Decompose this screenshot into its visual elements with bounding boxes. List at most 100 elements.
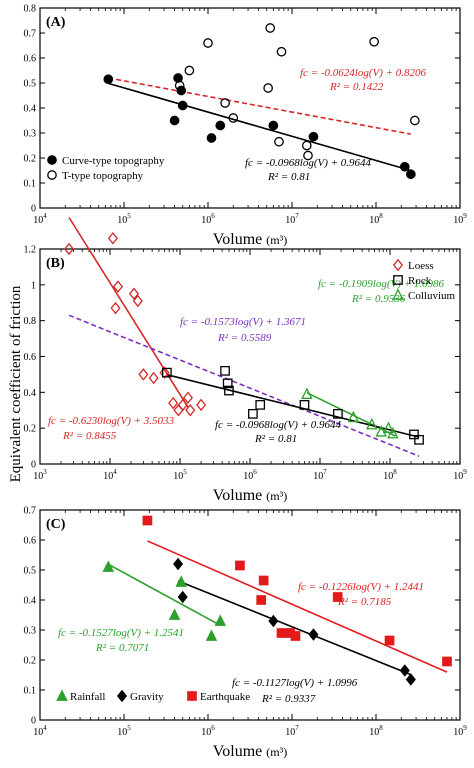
x-tick-label: 105 — [173, 468, 187, 482]
data-point — [168, 608, 181, 620]
panel-label: (C) — [46, 517, 66, 532]
legend-marker — [47, 155, 57, 165]
x-axis-label: Volume (m³) — [213, 487, 287, 504]
x-tick-label: 103 — [33, 468, 47, 482]
data-point — [384, 635, 395, 646]
data-point — [173, 404, 184, 417]
x-tick-label: 105 — [117, 212, 131, 226]
fit-line — [147, 540, 448, 673]
data-point — [142, 515, 153, 526]
legend-label: Colluvium — [408, 290, 456, 302]
fit-line — [177, 580, 412, 676]
data-point — [301, 387, 313, 399]
y-tick-label: 0.4 — [24, 104, 37, 115]
data-point — [103, 74, 114, 85]
y-tick-label: 0.4 — [24, 596, 37, 607]
fit-r-squared: R² = 0.8455 — [62, 430, 117, 442]
data-point — [220, 365, 230, 376]
data-point — [205, 629, 218, 641]
x-tick-label: 104 — [33, 212, 47, 226]
data-point — [308, 131, 319, 142]
y-tick-label: 0 — [31, 204, 36, 215]
data-point — [303, 150, 313, 161]
fit-line — [107, 563, 221, 627]
fit-line — [108, 82, 412, 172]
fit-r-squared: R² = 0.7071 — [95, 642, 149, 654]
legend-label: Curve-type topography — [62, 155, 165, 167]
y-tick-label: 0.6 — [24, 54, 37, 65]
fit-r-squared: R² = 0.81 — [254, 433, 297, 445]
data-point — [177, 100, 188, 111]
x-tick-label: 106 — [201, 724, 215, 738]
data-point — [263, 83, 273, 93]
data-point — [214, 614, 227, 626]
data-point — [308, 628, 319, 641]
data-point — [268, 120, 279, 131]
y-tick-label: 0.2 — [24, 424, 37, 435]
data-point — [138, 368, 149, 381]
data-point — [387, 426, 399, 439]
x-tick-label: 109 — [453, 468, 467, 482]
data-point — [228, 113, 239, 123]
data-point — [132, 294, 143, 308]
data-point — [173, 73, 183, 83]
data-point — [409, 115, 420, 126]
data-point — [177, 398, 188, 412]
legend-marker — [187, 691, 197, 701]
x-tick-label: 107 — [313, 468, 327, 482]
data-point — [224, 385, 234, 396]
legend-label: Rock — [408, 275, 432, 287]
data-point — [235, 560, 245, 571]
y-tick-label: 0.4 — [24, 388, 37, 399]
x-tick-label: 106 — [201, 212, 215, 226]
data-point — [274, 136, 284, 147]
y-tick-label: 0.2 — [24, 656, 37, 667]
plot-frame — [39, 509, 461, 721]
panel-label: (B) — [46, 256, 65, 271]
data-point — [405, 673, 416, 686]
y-tick-label: 0.5 — [24, 566, 37, 577]
y-tick-label: 0.7 — [24, 506, 37, 517]
data-point — [332, 592, 343, 602]
panel-c: 0 0.1 0.2 0.3 0.4 0.5 0.6 0.7 104 105 106 107 108 109… — [24, 506, 468, 761]
x-tick-label: 108 — [383, 468, 397, 482]
data-point — [159, 366, 170, 379]
fit-equation: fc = -0.1573log(V) + 1.3671 — [180, 316, 306, 328]
data-point — [185, 404, 196, 417]
fit-equation: fc = -0.1127log(V) + 1.0996 — [232, 677, 358, 689]
legend-marker — [116, 689, 128, 703]
fit-line — [166, 373, 420, 438]
data-point — [442, 656, 452, 667]
data-point — [366, 417, 378, 430]
data-point — [215, 120, 226, 131]
data-point — [222, 378, 233, 389]
data-point — [112, 280, 124, 293]
panel-b: 0 0.2 0.4 0.6 0.8 1 1.2 103 104 105 106 107 108 109 Vo… — [24, 217, 467, 504]
x-axis-label: Volume (m³) — [213, 231, 287, 248]
legend-label: T-type topography — [62, 170, 144, 182]
data-point — [220, 98, 230, 108]
y-tick-label: 0.5 — [24, 79, 37, 90]
fit-line — [68, 314, 420, 457]
fit-r-squared: R² = 0.81 — [267, 171, 310, 183]
data-point — [176, 85, 187, 96]
data-point — [196, 398, 207, 412]
fit-equation: fc = -0.6230log(V) + 3.5033 — [48, 415, 175, 427]
y-tick-label: 0.8 — [24, 316, 37, 327]
y-tick-label: 0.3 — [24, 129, 37, 140]
y-tick-label: 1.2 — [24, 245, 37, 256]
data-point — [409, 429, 419, 440]
fit-r-squared: R² = 0.7185 — [337, 596, 392, 608]
y-tick-label: 0.3 — [24, 626, 37, 637]
data-point — [276, 628, 287, 638]
data-point — [399, 161, 410, 172]
x-tick-label: 104 — [33, 724, 47, 738]
data-point — [128, 287, 140, 301]
x-tick-label: 104 — [103, 468, 117, 482]
legend-marker — [393, 275, 403, 285]
fit-equation: fc = -0.0968log(V) + 0.9644 — [245, 157, 372, 169]
x-tick-label: 108 — [369, 724, 383, 738]
data-point — [258, 575, 269, 586]
y-axis-label: Equivalent coefficient of friction — [8, 285, 24, 482]
x-tick-label: 107 — [285, 212, 299, 226]
